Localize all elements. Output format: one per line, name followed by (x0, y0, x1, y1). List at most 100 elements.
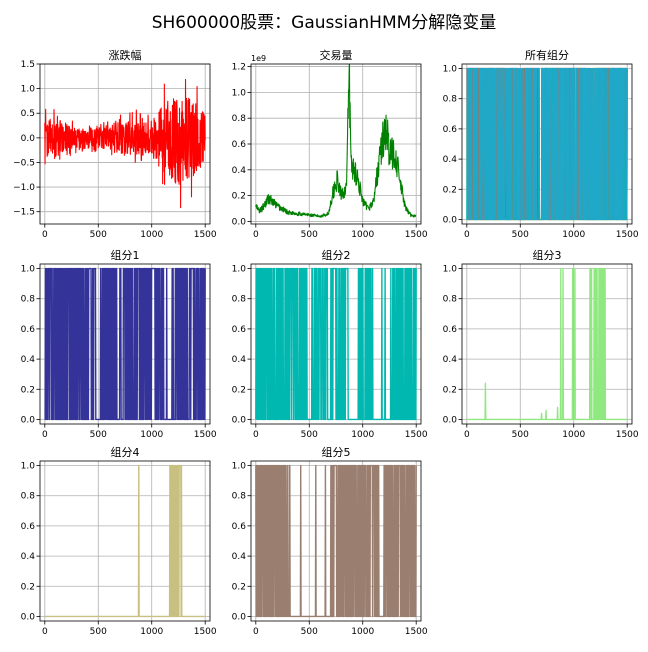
x-tick-label: 1500 (194, 430, 217, 440)
x-tick-label: 0 (253, 627, 259, 637)
x-tick-label: 1500 (616, 430, 639, 440)
axes-frame (39, 63, 211, 225)
subplot-title: 组分5 (322, 445, 351, 459)
y-tick-label: 0.4 (21, 552, 36, 562)
y-tick-label: −0.5 (13, 158, 35, 168)
axes-frame (39, 460, 211, 622)
y-tick-label: 0.8 (443, 95, 458, 105)
x-tick-label: 0 (464, 430, 470, 440)
plot-area (462, 264, 632, 424)
x-tick-label: 0 (42, 627, 48, 637)
x-tick-label: 0 (253, 230, 259, 240)
subplot-4: 0 500 1000 1500 0.0 0.2 0.4 0.6 0.8 1.0 组分1 (21, 248, 217, 440)
y-tick-label: 0.4 (443, 355, 458, 365)
y-tick-label: 0.4 (443, 155, 458, 165)
y-tick-label: 1.5 (21, 60, 35, 70)
y-offset-label: 1e9 (251, 54, 266, 63)
y-tick-label: 0.0 (232, 217, 247, 227)
subplot-title: 组分2 (322, 248, 351, 262)
y-tick-label: 1.0 (443, 65, 458, 75)
y-tick-label: 0.6 (443, 125, 458, 135)
y-tick-label: 0.2 (443, 385, 457, 395)
y-tick-label: 0.0 (443, 215, 458, 225)
subplot-title: 组分4 (111, 445, 140, 459)
y-tick-label: 1.0 (21, 85, 36, 95)
y-tick-label: 0.2 (232, 192, 246, 202)
subplot-title: 组分1 (111, 248, 140, 262)
x-tick-label: 500 (90, 230, 107, 240)
y-tick-label: 1.0 (21, 265, 36, 275)
x-tick-label: 1500 (405, 627, 428, 637)
y-tick-label: 0.0 (232, 612, 247, 622)
subplot-title: 组分3 (533, 248, 562, 262)
subplot-2: 0 500 1000 1500 0.0 0.2 0.4 0.6 0.8 1.0 1.2 1e9 交易量 (232, 48, 428, 240)
subplot-title: 涨跌幅 (109, 48, 142, 62)
axes-frame (461, 63, 633, 225)
figure-suptitle: SH600000股票：GaussianHMM分解隐变量 (152, 13, 497, 33)
x-tick-label: 500 (90, 430, 107, 440)
x-tick-label: 1000 (351, 230, 374, 240)
data-layer (44, 267, 206, 421)
data-layer (44, 464, 206, 618)
data-layer (255, 464, 417, 618)
y-tick-label: 0.8 (21, 295, 36, 305)
y-tick-label: 1.0 (21, 462, 36, 472)
x-tick-label: 1500 (616, 230, 639, 240)
y-tick-label: 0.8 (232, 295, 247, 305)
y-tick-label: 0.8 (443, 295, 458, 305)
y-tick-label: 0.0 (232, 415, 247, 425)
y-tick-label: 0.0 (443, 415, 458, 425)
data-layer (255, 64, 417, 218)
data-layer (44, 78, 206, 209)
x-tick-label: 500 (301, 230, 318, 240)
y-tick-label: 0.5 (21, 109, 35, 119)
y-tick-label: 0.0 (21, 415, 36, 425)
x-tick-label: 0 (253, 430, 259, 440)
x-tick-label: 1000 (562, 430, 585, 440)
y-tick-label: 1.0 (443, 265, 458, 275)
x-tick-label: 1000 (140, 430, 163, 440)
y-tick-label: 1.0 (232, 265, 247, 275)
x-tick-label: 1500 (405, 430, 428, 440)
x-tick-label: 1500 (405, 230, 428, 240)
y-tick-label: 0.4 (232, 166, 247, 176)
subplot-1: 0 500 1000 1500 −1.5 −1.0 −0.5 0.0 0.5 1.0 1.5 涨跌幅 (13, 48, 217, 240)
x-tick-label: 500 (512, 430, 529, 440)
y-tick-label: −1.0 (13, 183, 35, 193)
y-tick-label: 0.0 (21, 612, 36, 622)
axes-frame (461, 263, 633, 425)
subplot-title: 交易量 (320, 48, 353, 62)
x-tick-label: 0 (464, 230, 470, 240)
y-tick-label: 0.6 (232, 140, 247, 150)
data-layer (466, 67, 628, 221)
data-layer (255, 267, 417, 421)
x-tick-label: 1000 (140, 230, 163, 240)
y-tick-label: 0.6 (232, 325, 247, 335)
x-tick-label: 500 (512, 230, 529, 240)
series-line-组分4 (44, 464, 206, 618)
x-tick-label: 0 (42, 430, 48, 440)
y-tick-label: 0.2 (443, 185, 457, 195)
y-tick-label: 0.2 (21, 582, 35, 592)
y-tick-label: 0.0 (21, 134, 36, 144)
data-layer (466, 267, 628, 421)
plot-area (40, 461, 210, 621)
y-tick-label: 0.4 (232, 552, 247, 562)
series-line-change (44, 78, 206, 209)
y-tick-label: 0.4 (21, 355, 36, 365)
y-tick-label: 0.2 (232, 582, 246, 592)
x-tick-label: 1000 (351, 430, 374, 440)
axes-frame (39, 263, 211, 425)
y-tick-label: 0.6 (232, 522, 247, 532)
axes-frame (250, 460, 422, 622)
y-tick-label: 1.0 (232, 88, 247, 98)
series-line-组分3 (466, 267, 628, 421)
x-tick-label: 0 (42, 230, 48, 240)
subplot-6: 0 500 1000 1500 0.0 0.2 0.4 0.6 0.8 1.0 组分3 (443, 248, 639, 440)
series-line-组分2 (255, 267, 417, 421)
y-tick-label: 0.2 (21, 385, 35, 395)
x-tick-label: 1000 (351, 627, 374, 637)
series-line-组分1 (44, 267, 206, 421)
y-tick-label: 1.0 (232, 462, 247, 472)
